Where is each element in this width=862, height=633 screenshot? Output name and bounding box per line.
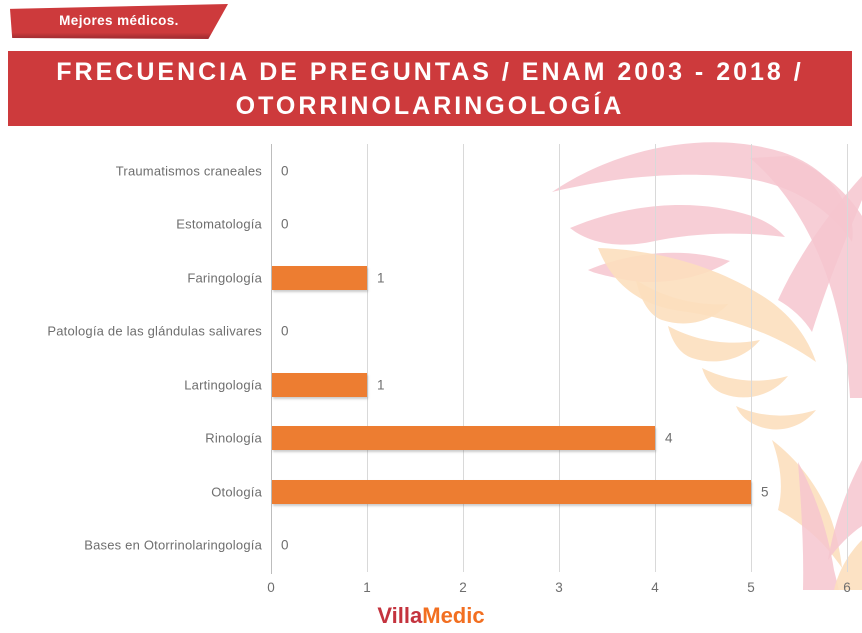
- brand-ribbon-label: Mejores médicos.: [59, 13, 179, 28]
- x-tick-label: 3: [555, 580, 563, 595]
- x-tick-label: 2: [459, 580, 467, 595]
- grid-line: [751, 144, 752, 572]
- x-tick-label: 5: [747, 580, 755, 595]
- category-label: Bases en Otorrinolaringología: [84, 537, 262, 553]
- category-label: Rinología: [205, 430, 262, 446]
- chart-row: Bases en Otorrinolaringología 0: [0, 519, 862, 573]
- chart-row: Traumatismos craneales 0: [0, 144, 862, 198]
- logo-medic: Medic: [422, 603, 485, 628]
- chart-row: Faringología 1: [0, 251, 862, 305]
- x-tick-label: 1: [363, 580, 371, 595]
- chart-row: Lartingología 1: [0, 358, 862, 412]
- page-title-line-1: FRECUENCIA DE PREGUNTAS / ENAM 2003 - 20…: [56, 57, 804, 86]
- villamedic-logo: VillaMedic: [377, 603, 484, 629]
- value-label: 1: [377, 377, 385, 393]
- grid-line: [559, 144, 560, 572]
- value-label: 0: [281, 537, 289, 553]
- value-label: 0: [281, 163, 289, 179]
- category-label: Otología: [211, 484, 262, 500]
- value-label: 1: [377, 270, 385, 286]
- x-tick-label: 4: [651, 580, 659, 595]
- category-label: Estomatología: [176, 216, 262, 232]
- grid-line: [463, 144, 464, 572]
- bar: [272, 426, 655, 451]
- grid-line: [655, 144, 656, 572]
- page-title-line-2: OTORRINOLARINGOLOGÍA: [235, 91, 625, 120]
- value-label: 5: [761, 484, 769, 500]
- x-tick-label: 6: [843, 580, 851, 595]
- title-bar: FRECUENCIA DE PREGUNTAS / ENAM 2003 - 20…: [8, 51, 852, 126]
- value-label: 4: [665, 430, 673, 446]
- brand-ribbon: Mejores médicos.: [10, 4, 228, 39]
- chart-row: Otología 5: [0, 465, 862, 519]
- x-tick-label: 0: [267, 580, 275, 595]
- bar: [272, 265, 367, 290]
- chart-row: Rinología 4: [0, 412, 862, 466]
- category-label: Faringología: [187, 270, 262, 286]
- bar: [272, 372, 367, 397]
- grid-line: [367, 144, 368, 572]
- phoenix-watermark: [552, 142, 862, 590]
- value-label: 0: [281, 216, 289, 232]
- category-axis-line: [271, 144, 272, 574]
- logo-villa: Villa: [377, 603, 423, 628]
- category-label: Traumatismos craneales: [115, 163, 262, 179]
- chart-row: Estomatología 0: [0, 198, 862, 252]
- grid-line: [847, 144, 848, 572]
- bar: [272, 479, 751, 504]
- category-label: Patología de las glándulas salivares: [47, 323, 262, 339]
- chart-row: Patología de las glándulas salivares 0: [0, 305, 862, 359]
- category-label: Lartingología: [184, 377, 262, 393]
- value-label: 0: [281, 323, 289, 339]
